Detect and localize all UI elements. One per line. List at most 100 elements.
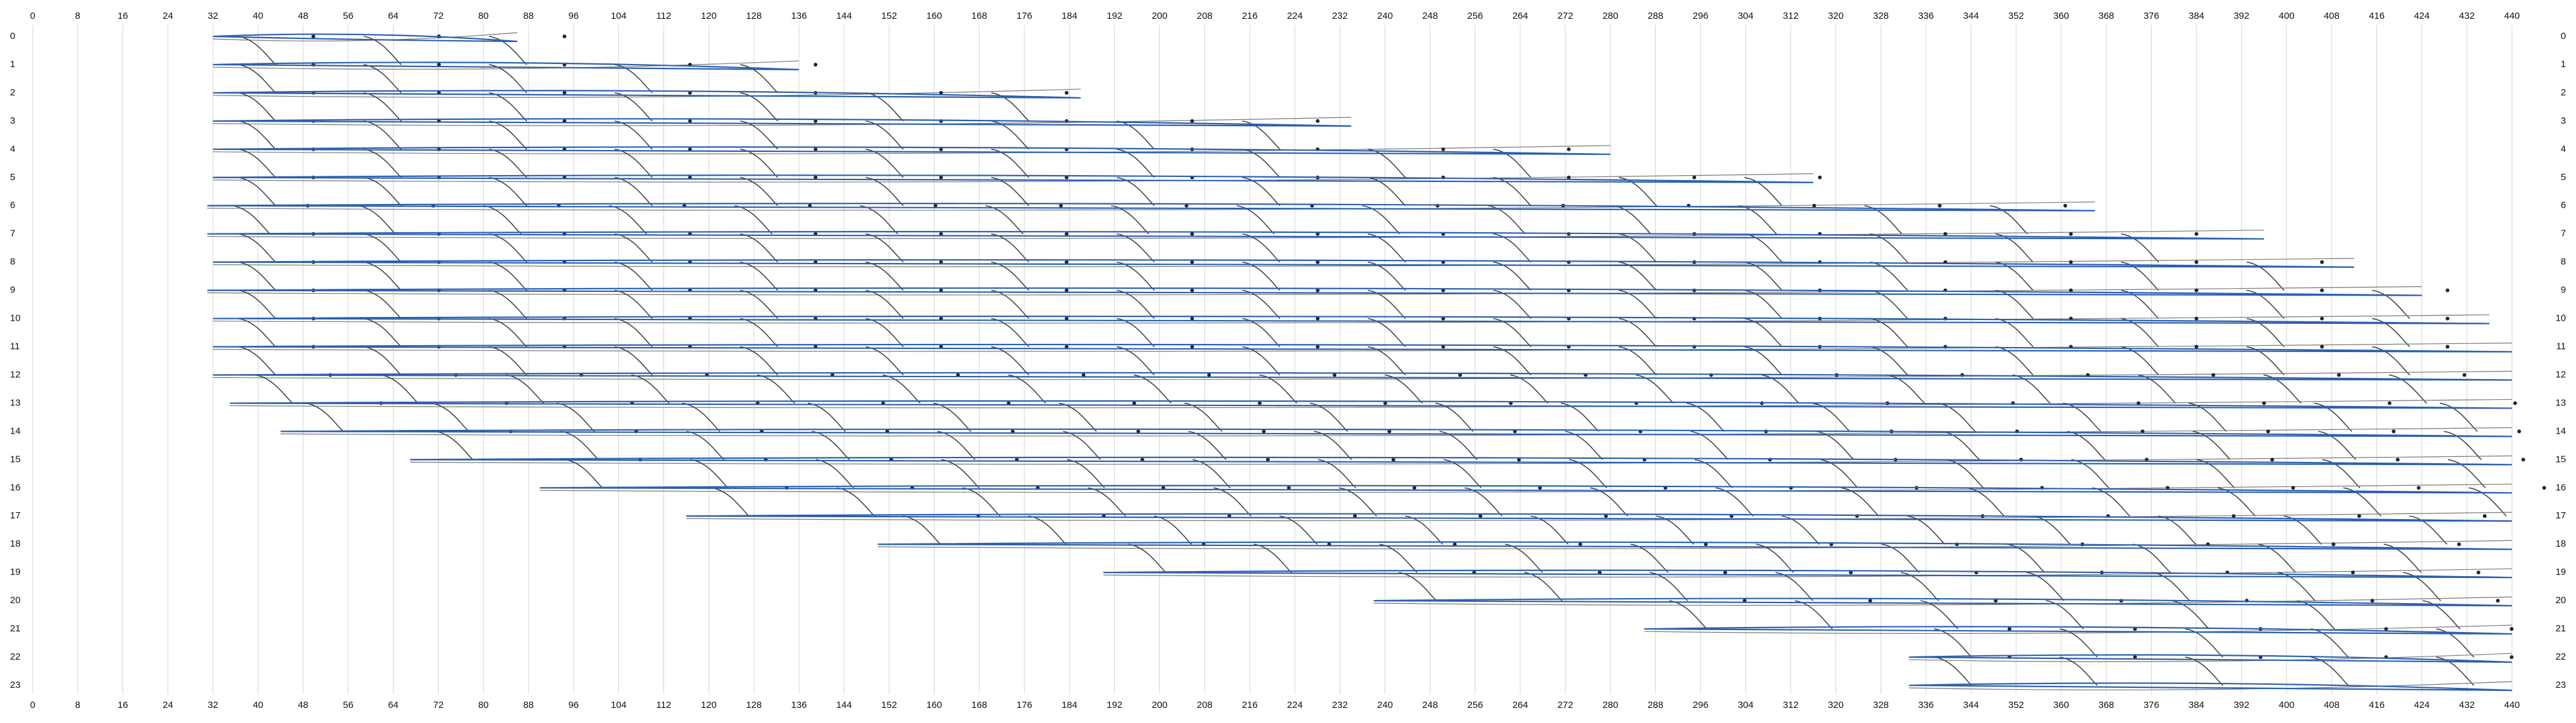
node-dot xyxy=(2384,627,2388,631)
connector xyxy=(1493,318,1532,348)
y-tick-label: 23 xyxy=(2555,680,2566,690)
y-tick-label: 11 xyxy=(10,341,20,351)
node-dot xyxy=(2194,316,2199,321)
x-tick-label: 416 xyxy=(2369,700,2385,710)
x-tick-label: 400 xyxy=(2278,11,2294,21)
node-dot xyxy=(1258,401,1262,405)
connector xyxy=(1907,515,1946,545)
node-dot xyxy=(1190,288,1194,292)
y-tick-label: 3 xyxy=(2561,115,2566,126)
node-dot xyxy=(2417,486,2421,490)
x-tick-label: 120 xyxy=(701,700,717,710)
connector xyxy=(1619,176,1657,206)
y-tick-label: 10 xyxy=(2555,313,2566,324)
x-tick-label: 24 xyxy=(163,11,173,21)
node-dot xyxy=(2445,345,2450,349)
node-dot xyxy=(1868,599,1872,603)
x-tick-label: 360 xyxy=(2053,11,2069,21)
connector xyxy=(1619,346,1657,376)
x-tick-label: 304 xyxy=(1738,11,1754,21)
row-ribbon xyxy=(1103,569,2513,579)
node-dot xyxy=(2521,458,2525,462)
connector xyxy=(238,289,276,319)
x-tick-label: 416 xyxy=(2369,11,2385,21)
x-tick-label: 224 xyxy=(1287,11,1302,21)
x-tick-label: 384 xyxy=(2189,700,2204,710)
connector xyxy=(1488,205,1526,235)
node-dot xyxy=(1723,570,1727,575)
x-tick-label: 368 xyxy=(2098,700,2114,710)
x-tick-label: 440 xyxy=(2504,700,2520,710)
node-dot xyxy=(1387,429,1392,434)
node-dot xyxy=(2320,345,2324,349)
x-tick-label: 256 xyxy=(1468,11,1483,21)
node-dot xyxy=(2476,570,2481,575)
connector xyxy=(305,402,344,432)
connector xyxy=(1242,176,1280,206)
node-dot xyxy=(1458,373,1462,377)
connector xyxy=(1237,205,1275,235)
node-dot xyxy=(1441,316,1446,321)
node-dot xyxy=(1441,147,1446,151)
x-tick-label: 408 xyxy=(2324,11,2339,21)
node-dot xyxy=(939,232,943,236)
connector xyxy=(1870,346,1908,376)
connector xyxy=(2185,628,2223,658)
connector xyxy=(238,176,276,206)
node-dot xyxy=(1136,429,1140,434)
connector xyxy=(1636,374,1674,404)
node-dot xyxy=(813,119,818,123)
connector xyxy=(363,318,402,348)
x-tick-label: 360 xyxy=(2053,700,2069,710)
connector xyxy=(1368,233,1406,263)
connector xyxy=(1569,459,1607,488)
connector xyxy=(1368,261,1406,291)
y-tick-label: 19 xyxy=(10,567,21,577)
y-tick-label: 6 xyxy=(2561,200,2566,211)
connector xyxy=(2121,289,2159,319)
connector xyxy=(232,205,271,235)
node-dot xyxy=(1190,232,1194,236)
row-ribbon xyxy=(280,428,2513,437)
node-dot xyxy=(2194,288,2199,292)
row-ribbon xyxy=(213,259,2354,268)
y-tick-label: 22 xyxy=(10,651,21,662)
row-ribbon xyxy=(213,372,2513,381)
node-dot xyxy=(1597,570,1602,575)
y-tick-label: 13 xyxy=(10,397,21,408)
node-dot xyxy=(1184,203,1189,208)
node-dot xyxy=(2063,203,2068,208)
row-ribbon xyxy=(213,62,799,71)
x-tick-label: 40 xyxy=(253,11,264,21)
x-tick-label: 160 xyxy=(926,700,942,710)
connector xyxy=(1744,289,1783,319)
row-ribbon xyxy=(207,203,2095,212)
row-ribbon xyxy=(1644,626,2513,635)
connector xyxy=(1937,402,1976,432)
connector xyxy=(1619,318,1657,348)
connector xyxy=(1493,261,1532,291)
connector xyxy=(2372,289,2410,319)
connector xyxy=(489,346,527,376)
x-tick-label: 296 xyxy=(1693,700,1709,710)
x-tick-label: 296 xyxy=(1693,11,1709,21)
x-tick-label: 144 xyxy=(836,11,852,21)
node-dot xyxy=(2266,429,2270,434)
connector xyxy=(1656,515,1695,545)
x-tick-label: 192 xyxy=(1107,11,1122,21)
x-tick-label: 120 xyxy=(701,11,717,21)
node-dot xyxy=(562,35,567,38)
connector xyxy=(363,176,402,206)
node-dot xyxy=(2357,514,2361,518)
x-tick-label: 424 xyxy=(2414,11,2430,21)
node-dot xyxy=(1065,260,1069,264)
node-dot xyxy=(2007,627,2012,631)
x-tick-label: 288 xyxy=(1648,11,1663,21)
node-dot xyxy=(2194,232,2199,236)
connector xyxy=(2188,402,2227,432)
x-tick-label: 320 xyxy=(1828,11,1843,21)
y-tick-label: 19 xyxy=(2555,567,2566,577)
x-tick-label: 128 xyxy=(746,700,762,710)
x-tick-label: 176 xyxy=(1016,700,1032,710)
node-dot xyxy=(2320,288,2324,292)
